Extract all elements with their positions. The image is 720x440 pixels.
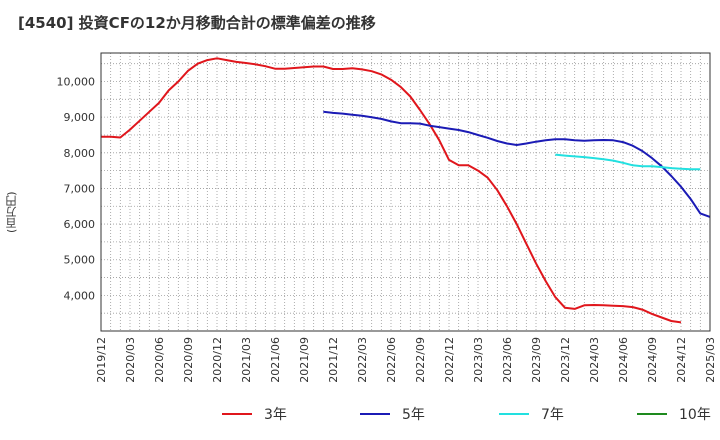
- grid-lines: [101, 53, 710, 331]
- y-tick-label: 10,000: [57, 76, 96, 89]
- legend: 3年 5年 7年 10年: [222, 407, 711, 423]
- x-tick-label: 2020/06: [153, 337, 166, 383]
- plot-background: [101, 53, 710, 331]
- x-tick-label: 2025/03: [704, 337, 717, 383]
- x-tick-label: 2024/09: [646, 337, 659, 383]
- plot-frame: [100, 52, 711, 332]
- x-tick-label: 2021/09: [298, 337, 311, 383]
- y-tick-labels: 4,000 5,000 6,000 7,000 8,000 9,000 10,000: [57, 76, 96, 303]
- x-tick-label: 2021/06: [269, 337, 282, 383]
- series-line: [323, 110, 711, 218]
- series-line: [555, 153, 701, 171]
- x-tick-label: 2023/06: [501, 337, 514, 383]
- x-tick-label: 2020/03: [124, 337, 137, 383]
- x-tick-label: 2022/09: [414, 337, 427, 383]
- chart-title: [4540] 投資CFの12か月移動合計の標準偏差の推移: [18, 14, 376, 32]
- legend-label: 10年: [679, 407, 711, 423]
- x-tick-label: 2024/12: [675, 337, 688, 383]
- x-tick-label: 2024/06: [617, 337, 630, 383]
- x-tick-labels: 2019/12 2020/03 2020/06 2020/09 2020/12 2021/…: [95, 337, 717, 383]
- x-tick-label: 2022/12: [443, 337, 456, 383]
- x-tick-label: 2023/03: [472, 337, 485, 383]
- x-tick-label: 2024/03: [588, 337, 601, 383]
- x-tick-label: 2023/09: [530, 337, 543, 383]
- x-tick-label: 2023/12: [559, 337, 572, 383]
- x-tick-label: 2020/09: [182, 337, 195, 383]
- x-tick-label: 2019/12: [95, 337, 108, 383]
- y-tick-label: 5,000: [64, 254, 96, 267]
- series-line: [101, 57, 682, 324]
- legend-label: 7年: [541, 407, 564, 423]
- y-tick-label: 9,000: [64, 111, 96, 124]
- legend-label: 3年: [264, 407, 287, 423]
- y-tick-label: 7,000: [64, 182, 96, 195]
- x-tick-label: 2022/03: [356, 337, 369, 383]
- x-tick-label: 2022/06: [385, 337, 398, 383]
- x-tick-label: 2021/03: [240, 337, 253, 383]
- series-lines: [101, 57, 711, 324]
- y-tick-label: 8,000: [64, 147, 96, 160]
- x-tick-label: 2021/12: [327, 337, 340, 383]
- x-tick-label: 2020/12: [211, 337, 224, 383]
- y-tick-label: 4,000: [64, 289, 96, 302]
- y-tick-label: 6,000: [64, 218, 96, 231]
- legend-label: 5年: [402, 407, 425, 423]
